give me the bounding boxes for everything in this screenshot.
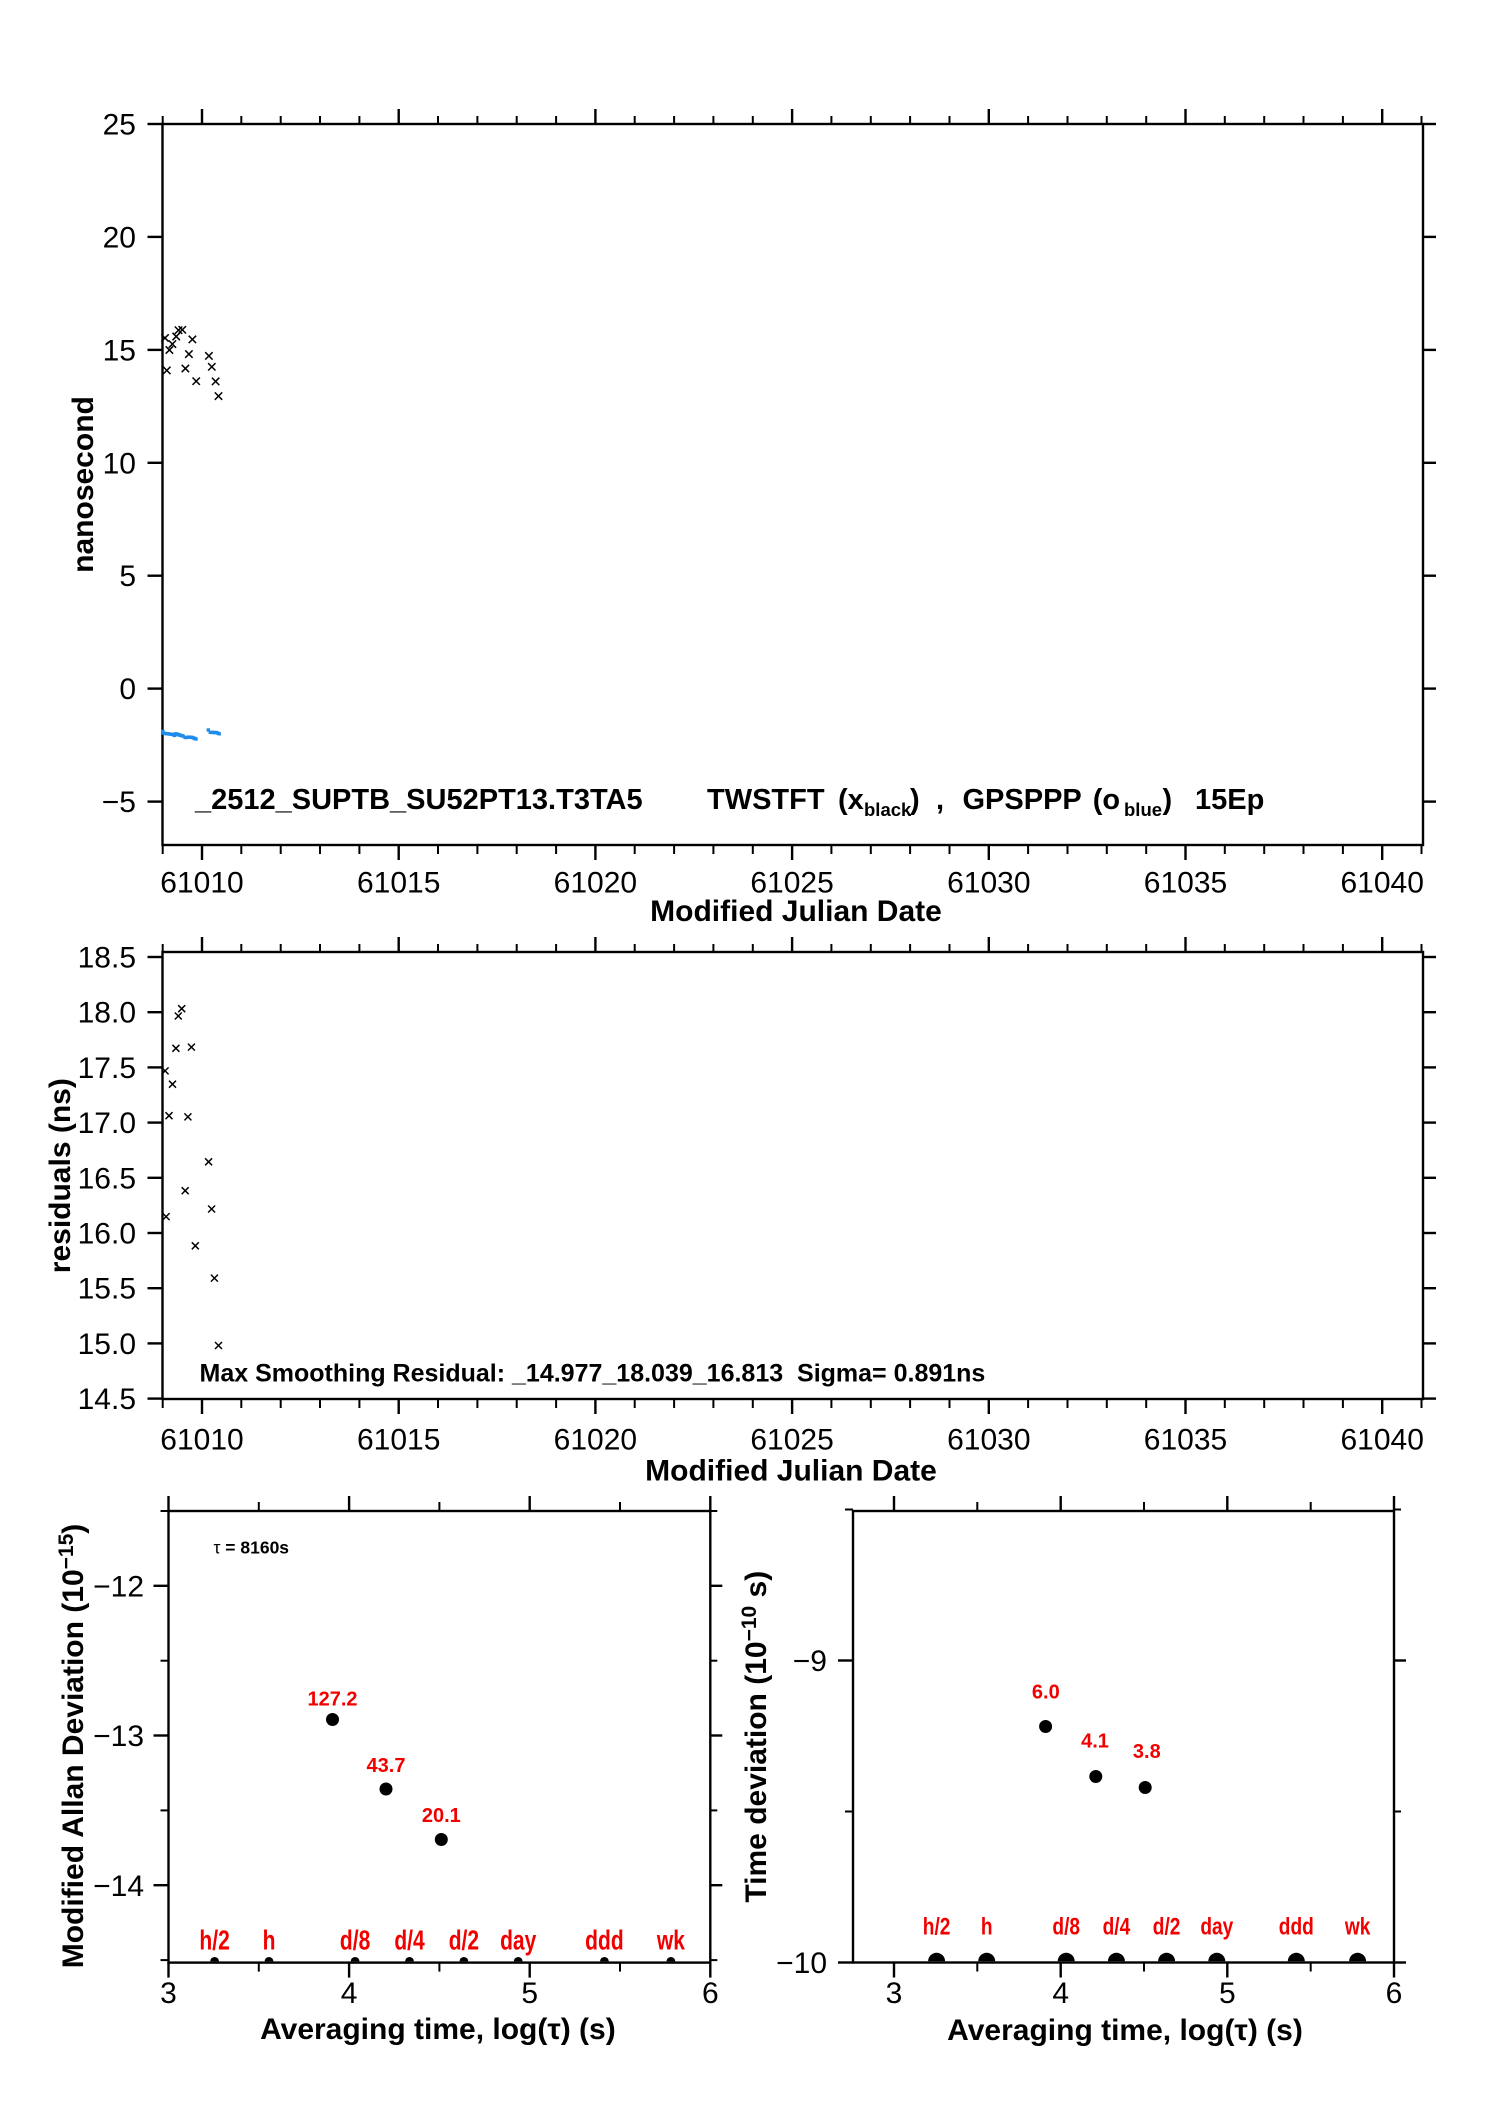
svg-text:3: 3 (886, 1977, 903, 2010)
svg-text:61035: 61035 (1144, 867, 1227, 900)
svg-text:61030: 61030 (947, 867, 1030, 900)
svg-text:61015: 61015 (357, 1424, 440, 1457)
svg-text:(x: (x (838, 784, 864, 816)
svg-text:3: 3 (160, 1977, 177, 2010)
svg-text:5: 5 (119, 560, 136, 593)
svg-text:61010: 61010 (160, 867, 243, 900)
svg-text:61040: 61040 (1340, 867, 1423, 900)
svg-text:Averaging time, log(τ) (s): Averaging time, log(τ) (s) (260, 2013, 616, 2046)
svg-text:127.2: 127.2 (307, 1688, 357, 1710)
svg-text:18.0: 18.0 (78, 997, 136, 1030)
svg-text:−5: −5 (102, 786, 136, 819)
svg-text:): ) (1163, 784, 1173, 816)
svg-text:61010: 61010 (160, 1424, 243, 1457)
svg-text:_2512_SUPTB_SU52PT13.T3TA5: _2512_SUPTB_SU52PT13.T3TA5 (194, 784, 643, 816)
svg-text:20: 20 (103, 221, 136, 254)
svg-text:16.5: 16.5 (78, 1162, 136, 1195)
svg-text:61035: 61035 (1144, 1424, 1227, 1457)
svg-text:wk: wk (656, 1926, 685, 1957)
svg-text:d/2: d/2 (449, 1926, 479, 1957)
svg-text:20.1: 20.1 (422, 1805, 461, 1827)
svg-text:residuals (ns): residuals (ns) (44, 1078, 77, 1273)
svg-text:Modified Julian Date: Modified Julian Date (645, 1455, 937, 1488)
svg-text:5: 5 (1219, 1977, 1236, 2010)
svg-text:18.5: 18.5 (78, 942, 136, 975)
svg-text:nanosecond: nanosecond (67, 396, 100, 573)
svg-text:6.0: 6.0 (1032, 1682, 1060, 1704)
svg-text:day: day (500, 1926, 536, 1957)
svg-text:h/2: h/2 (199, 1926, 229, 1957)
svg-text:61015: 61015 (357, 867, 440, 900)
svg-text:61020: 61020 (554, 1424, 637, 1457)
svg-text:): ) (910, 784, 920, 816)
svg-text:Modified Allan Deviation (10−1: Modified Allan Deviation (10−15) (55, 1524, 90, 1969)
svg-text:5: 5 (521, 1977, 538, 2010)
svg-text:(o: (o (1093, 784, 1120, 816)
svg-text:16.0: 16.0 (78, 1218, 136, 1251)
svg-text:ddd: ddd (585, 1926, 623, 1957)
svg-text:Averaging time, log(τ) (s): Averaging time, log(τ) (s) (947, 2014, 1303, 2047)
svg-text:15.5: 15.5 (78, 1273, 136, 1306)
svg-text:61020: 61020 (554, 867, 637, 900)
svg-text:−14: −14 (93, 1870, 144, 1903)
svg-text:4: 4 (341, 1977, 358, 2010)
svg-text:61025: 61025 (750, 867, 833, 900)
svg-text:h: h (263, 1926, 276, 1957)
svg-text:h: h (981, 1912, 993, 1940)
svg-text:43.7: 43.7 (367, 1755, 406, 1777)
svg-text:6: 6 (1386, 1977, 1403, 2010)
svg-text:d/8: d/8 (340, 1926, 370, 1957)
svg-text:,: , (936, 784, 944, 816)
svg-text:Max Smoothing Residual: _14.97: Max Smoothing Residual: _14.977_18.039_1… (200, 1359, 986, 1387)
svg-text:d/2: d/2 (1153, 1912, 1181, 1940)
svg-text:d/4: d/4 (394, 1926, 425, 1957)
svg-text:6: 6 (702, 1977, 719, 2010)
svg-text:17.5: 17.5 (78, 1052, 136, 1085)
svg-text:blue: blue (1124, 799, 1162, 820)
svg-text:GPSPPP: GPSPPP (963, 784, 1082, 816)
svg-text:61030: 61030 (947, 1424, 1030, 1457)
svg-text:4.1: 4.1 (1081, 1731, 1109, 1753)
svg-text:wk: wk (1344, 1912, 1371, 1940)
svg-text:day: day (1200, 1912, 1234, 1940)
svg-text:−13: −13 (93, 1720, 144, 1753)
svg-text:h/2: h/2 (923, 1912, 951, 1940)
svg-text:−9: −9 (793, 1645, 827, 1678)
svg-text:15Ep: 15Ep (1195, 784, 1264, 816)
svg-text:15.0: 15.0 (78, 1328, 136, 1361)
svg-text:Modified Julian Date: Modified Julian Date (650, 895, 942, 928)
svg-text:d/4: d/4 (1103, 1912, 1131, 1940)
svg-text:25: 25 (103, 109, 136, 142)
svg-text:61025: 61025 (750, 1424, 833, 1457)
svg-text:3.8: 3.8 (1133, 1741, 1161, 1763)
svg-text:15: 15 (103, 334, 136, 367)
svg-text:4: 4 (1052, 1977, 1069, 2010)
svg-text:−10: −10 (776, 1947, 827, 1980)
svg-text:τ = 8160s: τ = 8160s (214, 1538, 290, 1558)
svg-text:d/8: d/8 (1052, 1912, 1080, 1940)
svg-text:ddd: ddd (1279, 1912, 1314, 1940)
svg-text:TWSTFT: TWSTFT (707, 784, 825, 816)
svg-text:61040: 61040 (1340, 1424, 1423, 1457)
svg-text:17.0: 17.0 (78, 1107, 136, 1140)
svg-text:black: black (864, 799, 912, 820)
svg-text:14.5: 14.5 (78, 1383, 136, 1416)
svg-text:10: 10 (103, 447, 136, 480)
svg-text:0: 0 (119, 673, 136, 706)
svg-text:−12: −12 (93, 1570, 144, 1603)
